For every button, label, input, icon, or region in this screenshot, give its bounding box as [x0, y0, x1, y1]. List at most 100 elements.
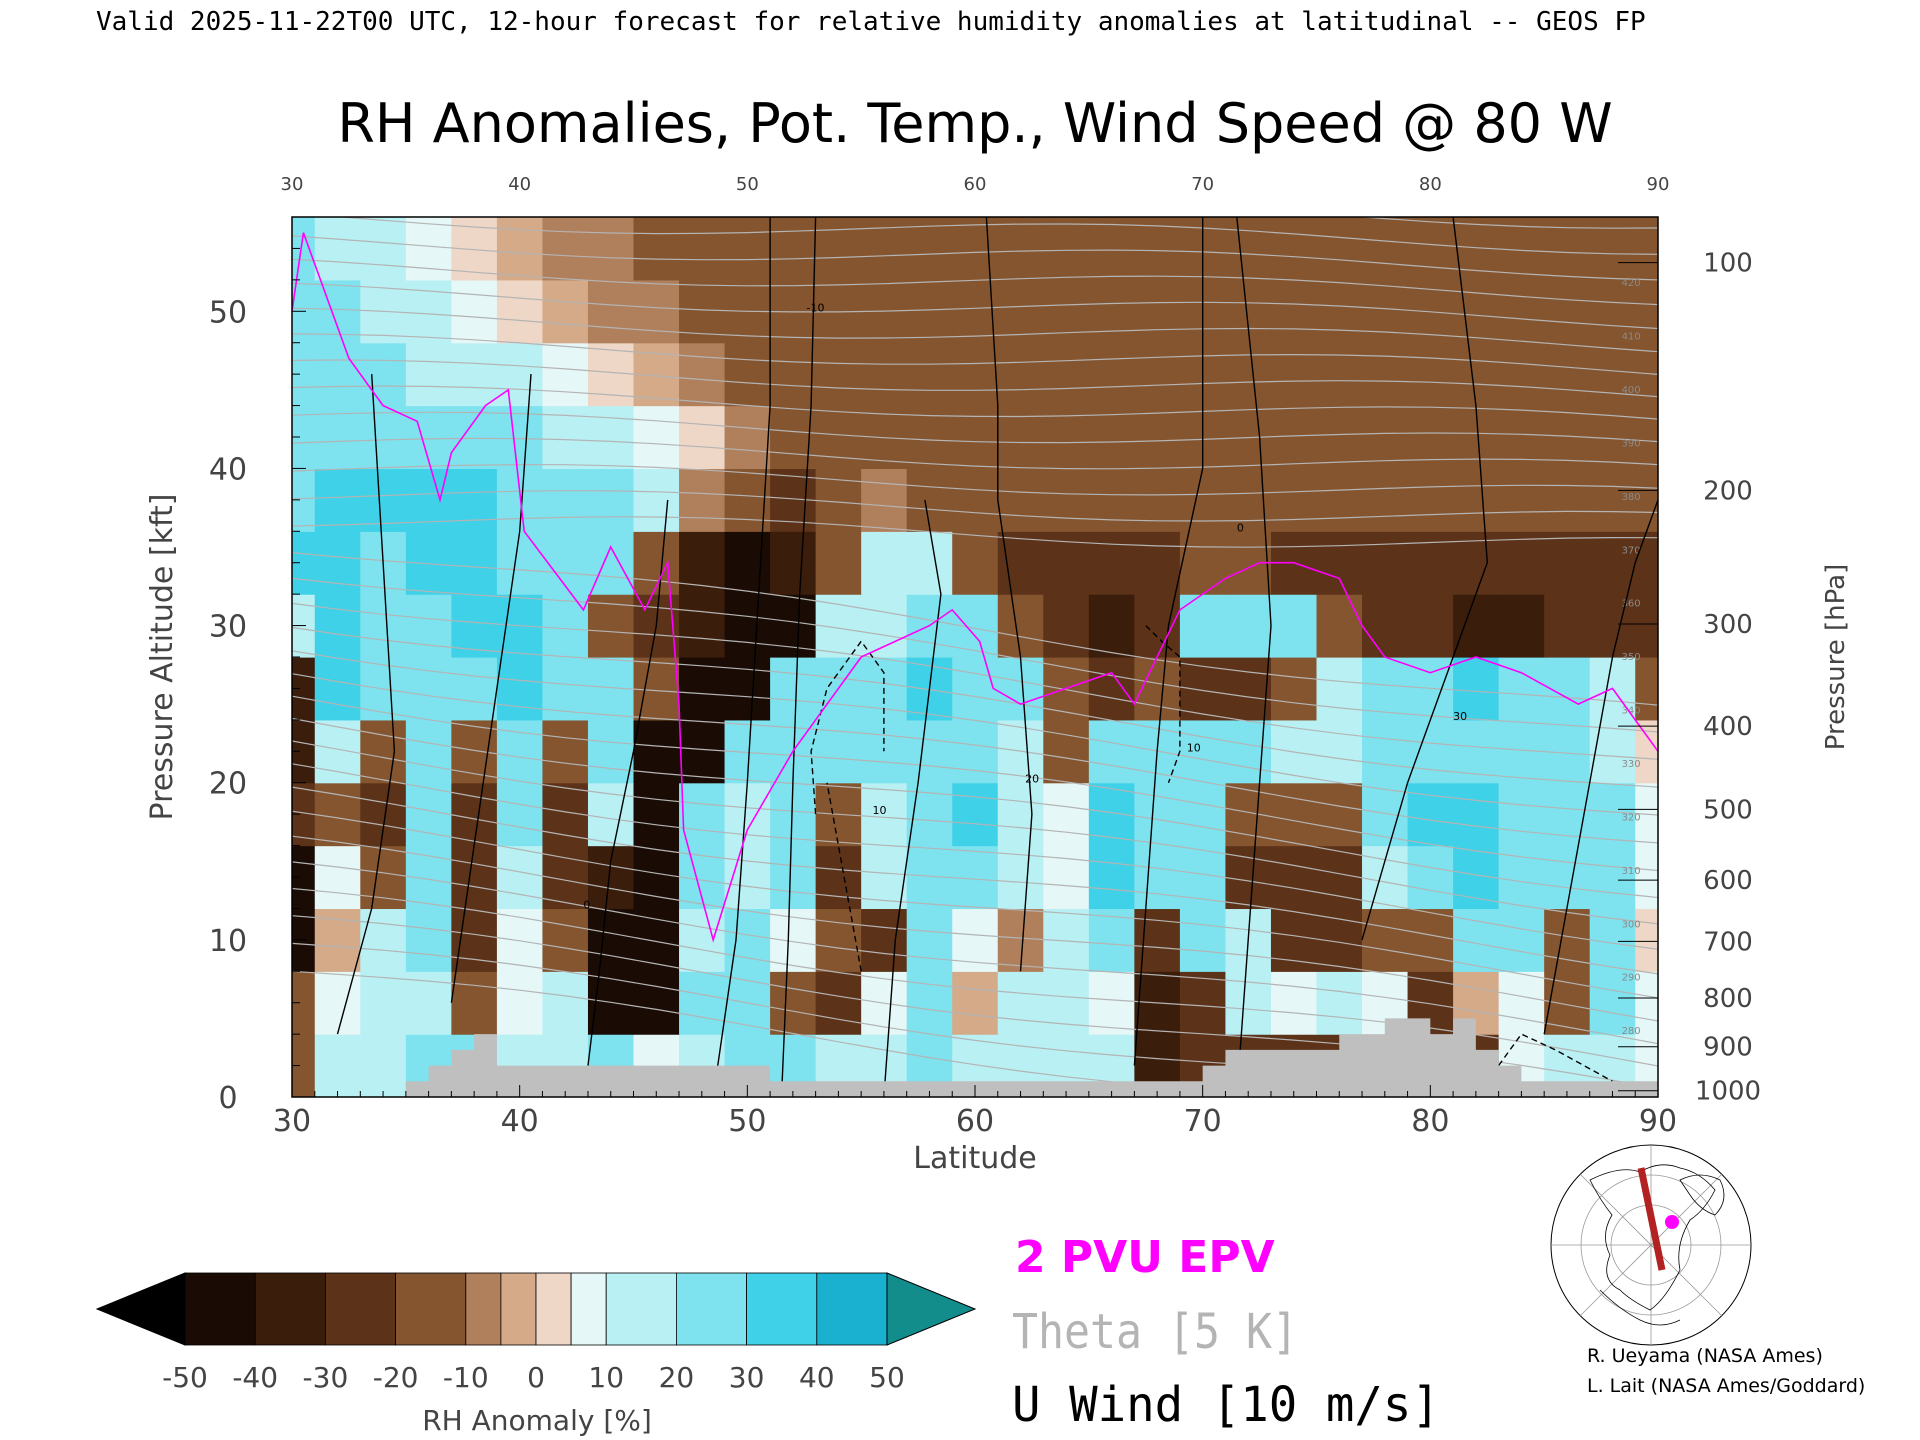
theta-line — [292, 602, 1658, 760]
heatmap-cell — [1544, 531, 1591, 595]
map-marker — [1665, 1215, 1679, 1229]
legend-theta: Theta [5 K] — [1012, 1304, 1298, 1360]
heatmap-cell — [1544, 279, 1591, 344]
heatmap-cell — [997, 468, 1044, 532]
heatmap-cell — [633, 217, 680, 281]
heatmap-cell — [770, 845, 817, 910]
heatmap-cell — [451, 531, 498, 595]
chart-title: RH Anomalies, Pot. Temp., Wind Speed @ 8… — [337, 92, 1612, 155]
heatmap-cell — [292, 971, 316, 1035]
heatmap-cell — [815, 971, 862, 1035]
theta-line — [292, 740, 1658, 925]
theta-line — [292, 650, 1658, 816]
valid-header: Valid 2025-11-22T00 UTC, 12-hour forecas… — [96, 7, 1646, 37]
heatmap-cell — [314, 971, 361, 1035]
heatmap-cell — [633, 782, 680, 847]
heatmap-cell — [542, 217, 589, 281]
heatmap-cell — [1362, 719, 1409, 784]
heatmap-cell — [1088, 217, 1135, 281]
heatmap-cell — [1316, 657, 1363, 721]
theta-line — [292, 282, 1658, 330]
heatmap-cell — [1225, 594, 1272, 658]
heatmap-cell — [1362, 468, 1409, 532]
heatmap-cell — [542, 279, 589, 344]
colorbar-segment — [570, 1272, 607, 1346]
pressure-tick-label: 800 — [1703, 984, 1753, 1014]
heatmap-cell — [1043, 719, 1090, 784]
heatmap-cell — [496, 405, 544, 470]
heatmap-cell — [1043, 217, 1090, 281]
colorbar-segment — [816, 1272, 888, 1346]
theta-label: 380 — [1622, 492, 1641, 503]
heatmap-cell — [1498, 908, 1545, 972]
pressure-tick-label: 900 — [1703, 1033, 1753, 1063]
heatmap-cell — [1270, 908, 1318, 972]
u-wind-line — [1236, 217, 1272, 1097]
heatmap-cell — [1498, 279, 1545, 344]
heatmap-cell — [1589, 782, 1636, 847]
heatmap-cell — [679, 405, 726, 470]
theta-line — [1356, 217, 1658, 229]
heatmap-cell — [1179, 657, 1227, 721]
colorbar-segment — [676, 1272, 748, 1346]
heatmap-cell — [360, 405, 407, 470]
heatmap-cell — [496, 782, 544, 847]
heatmap-cell — [815, 405, 862, 470]
theta-line — [292, 970, 1323, 1097]
u-wind-line — [1361, 217, 1489, 941]
x-tick-label: 70 — [1184, 1104, 1222, 1139]
heatmap-cell — [314, 782, 361, 847]
heatmap-cell — [360, 845, 407, 910]
top-x-tick-label: 60 — [964, 174, 987, 195]
heatmap-cell — [1407, 782, 1454, 847]
theta-line — [292, 786, 1658, 975]
heatmap-cell — [451, 782, 498, 847]
y-tick-label: 30 — [209, 610, 247, 645]
theta-line — [292, 810, 1658, 999]
heatmap-cell — [451, 657, 498, 721]
heatmap-cell — [405, 594, 452, 658]
heatmap-cell — [1088, 531, 1135, 595]
heatmap-cell — [451, 468, 498, 532]
theta-line — [292, 333, 1658, 375]
heatmap-cell — [997, 217, 1044, 281]
heatmap-cell — [1134, 468, 1181, 532]
theta-label: 420 — [1622, 278, 1641, 289]
heatmap-cell — [679, 719, 726, 784]
heatmap-cell — [906, 719, 953, 784]
u-wind-contours: 0 10 20 30 -10 0 10 — [336, 217, 1658, 1097]
heatmap-cell — [451, 845, 498, 910]
heatmap-cell — [952, 971, 999, 1035]
heatmap-cell — [1544, 908, 1591, 972]
colorbar-under-triangle — [95, 1272, 186, 1346]
heatmap-cell — [952, 782, 999, 847]
heatmap-cell — [1544, 468, 1591, 532]
theta-line — [292, 516, 1658, 548]
heatmap-cell — [292, 405, 316, 470]
theta-line — [292, 717, 1658, 899]
theta-contours: 2802903003103203303403503603703803904004… — [292, 217, 1658, 1097]
heatmap-cell — [815, 342, 862, 407]
heatmap-cell — [1498, 971, 1545, 1035]
heatmap-cell — [1043, 342, 1090, 407]
x-tick-label: 40 — [501, 1104, 539, 1139]
heatmap-cell — [292, 845, 316, 910]
u-wind-line — [712, 217, 771, 1097]
heatmap-cell — [360, 908, 407, 972]
colorbar-tick-label: 20 — [659, 1361, 695, 1394]
heatmap-cell — [770, 594, 817, 658]
heatmap-cell — [1498, 468, 1545, 532]
theta-line — [292, 835, 1658, 1022]
heatmap-cell — [292, 1034, 316, 1097]
heatmap-cell — [1225, 342, 1272, 407]
heatmap-cell — [542, 531, 589, 595]
heatmap-cell — [952, 217, 999, 281]
u-wind-line — [336, 374, 396, 1035]
heatmap-cell — [724, 908, 771, 972]
heatmap-cell — [1043, 468, 1090, 532]
heatmap-cell — [1589, 217, 1636, 281]
heatmap-cell — [633, 468, 680, 532]
heatmap-cell — [1179, 908, 1227, 972]
heatmap-cell — [633, 719, 680, 784]
heatmap-cell — [1179, 594, 1227, 658]
